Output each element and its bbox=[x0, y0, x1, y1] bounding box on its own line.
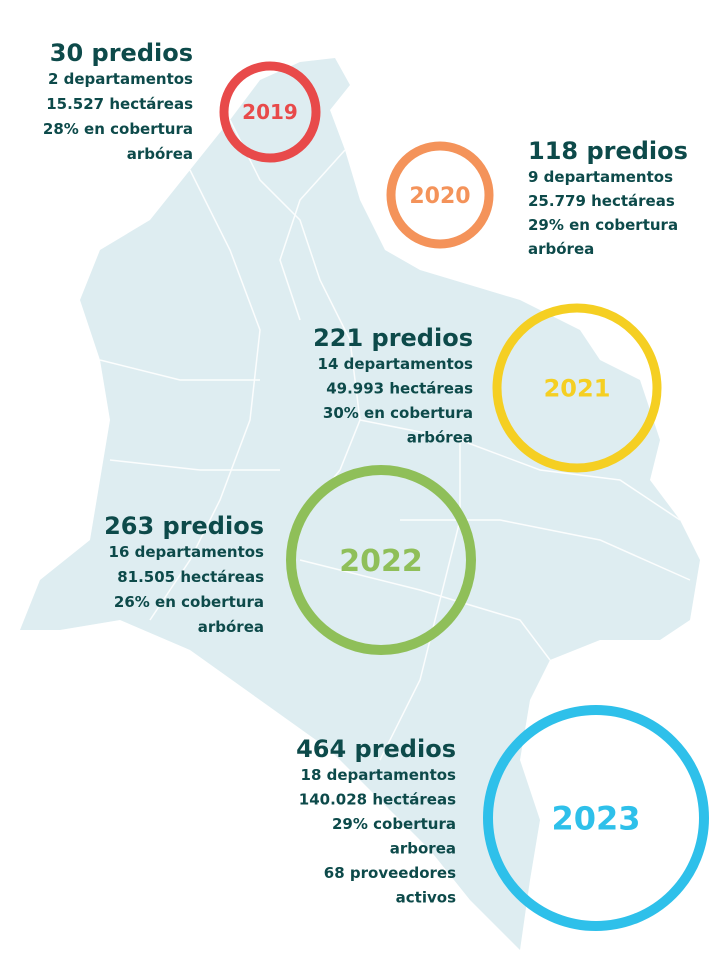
item-line: 68 proveedores bbox=[324, 864, 456, 882]
item-line: arborea bbox=[390, 840, 456, 858]
year-ring bbox=[386, 141, 494, 249]
item-line: 81.505 hectáreas bbox=[117, 568, 264, 586]
map-shape bbox=[20, 58, 700, 950]
item-line: 18 departamentos bbox=[301, 766, 457, 784]
item-line: arbórea bbox=[127, 145, 193, 163]
year-ring bbox=[286, 465, 476, 655]
item-line: 15.527 hectáreas bbox=[46, 95, 193, 113]
item-line: 28% en cobertura bbox=[43, 120, 193, 138]
item-title: 263 predios bbox=[104, 512, 264, 540]
year-label: 2021 bbox=[544, 375, 611, 403]
item-line: arbórea bbox=[528, 240, 594, 258]
year-label: 2022 bbox=[339, 544, 423, 579]
item-line: 30% en cobertura bbox=[323, 404, 473, 422]
item-line: 49.993 hectáreas bbox=[326, 380, 473, 398]
item-title: 118 predios bbox=[528, 137, 688, 165]
item-title: 30 predios bbox=[50, 39, 193, 67]
year-ring bbox=[483, 705, 709, 931]
item-line: 29% en cobertura bbox=[528, 216, 678, 234]
item-line: 26% en cobertura bbox=[114, 593, 264, 611]
year-label: 2020 bbox=[409, 184, 470, 209]
item-line: 29% cobertura bbox=[332, 815, 456, 833]
map-borders bbox=[99, 119, 691, 761]
item-line: 9 departamentos bbox=[528, 168, 673, 186]
item-line: 2 departamentos bbox=[48, 70, 193, 88]
item-title: 221 predios bbox=[313, 324, 473, 352]
item-line: arbórea bbox=[198, 618, 264, 636]
item-title: 464 predios bbox=[296, 735, 456, 763]
item-line: 16 departamentos bbox=[109, 543, 265, 561]
year-label: 2023 bbox=[551, 800, 640, 838]
item-line: 25.779 hectáreas bbox=[528, 192, 675, 210]
item-line: arbórea bbox=[407, 429, 473, 447]
year-ring bbox=[492, 303, 662, 473]
item-line: 14 departamentos bbox=[318, 355, 474, 373]
item-line: 140.028 hectáreas bbox=[299, 791, 456, 809]
year-label: 2019 bbox=[242, 100, 298, 124]
item-line: activos bbox=[396, 889, 456, 907]
timeline: 2019 30 predios 2 departamentos 15.527 hect… bbox=[43, 39, 709, 931]
year-ring bbox=[219, 61, 321, 163]
